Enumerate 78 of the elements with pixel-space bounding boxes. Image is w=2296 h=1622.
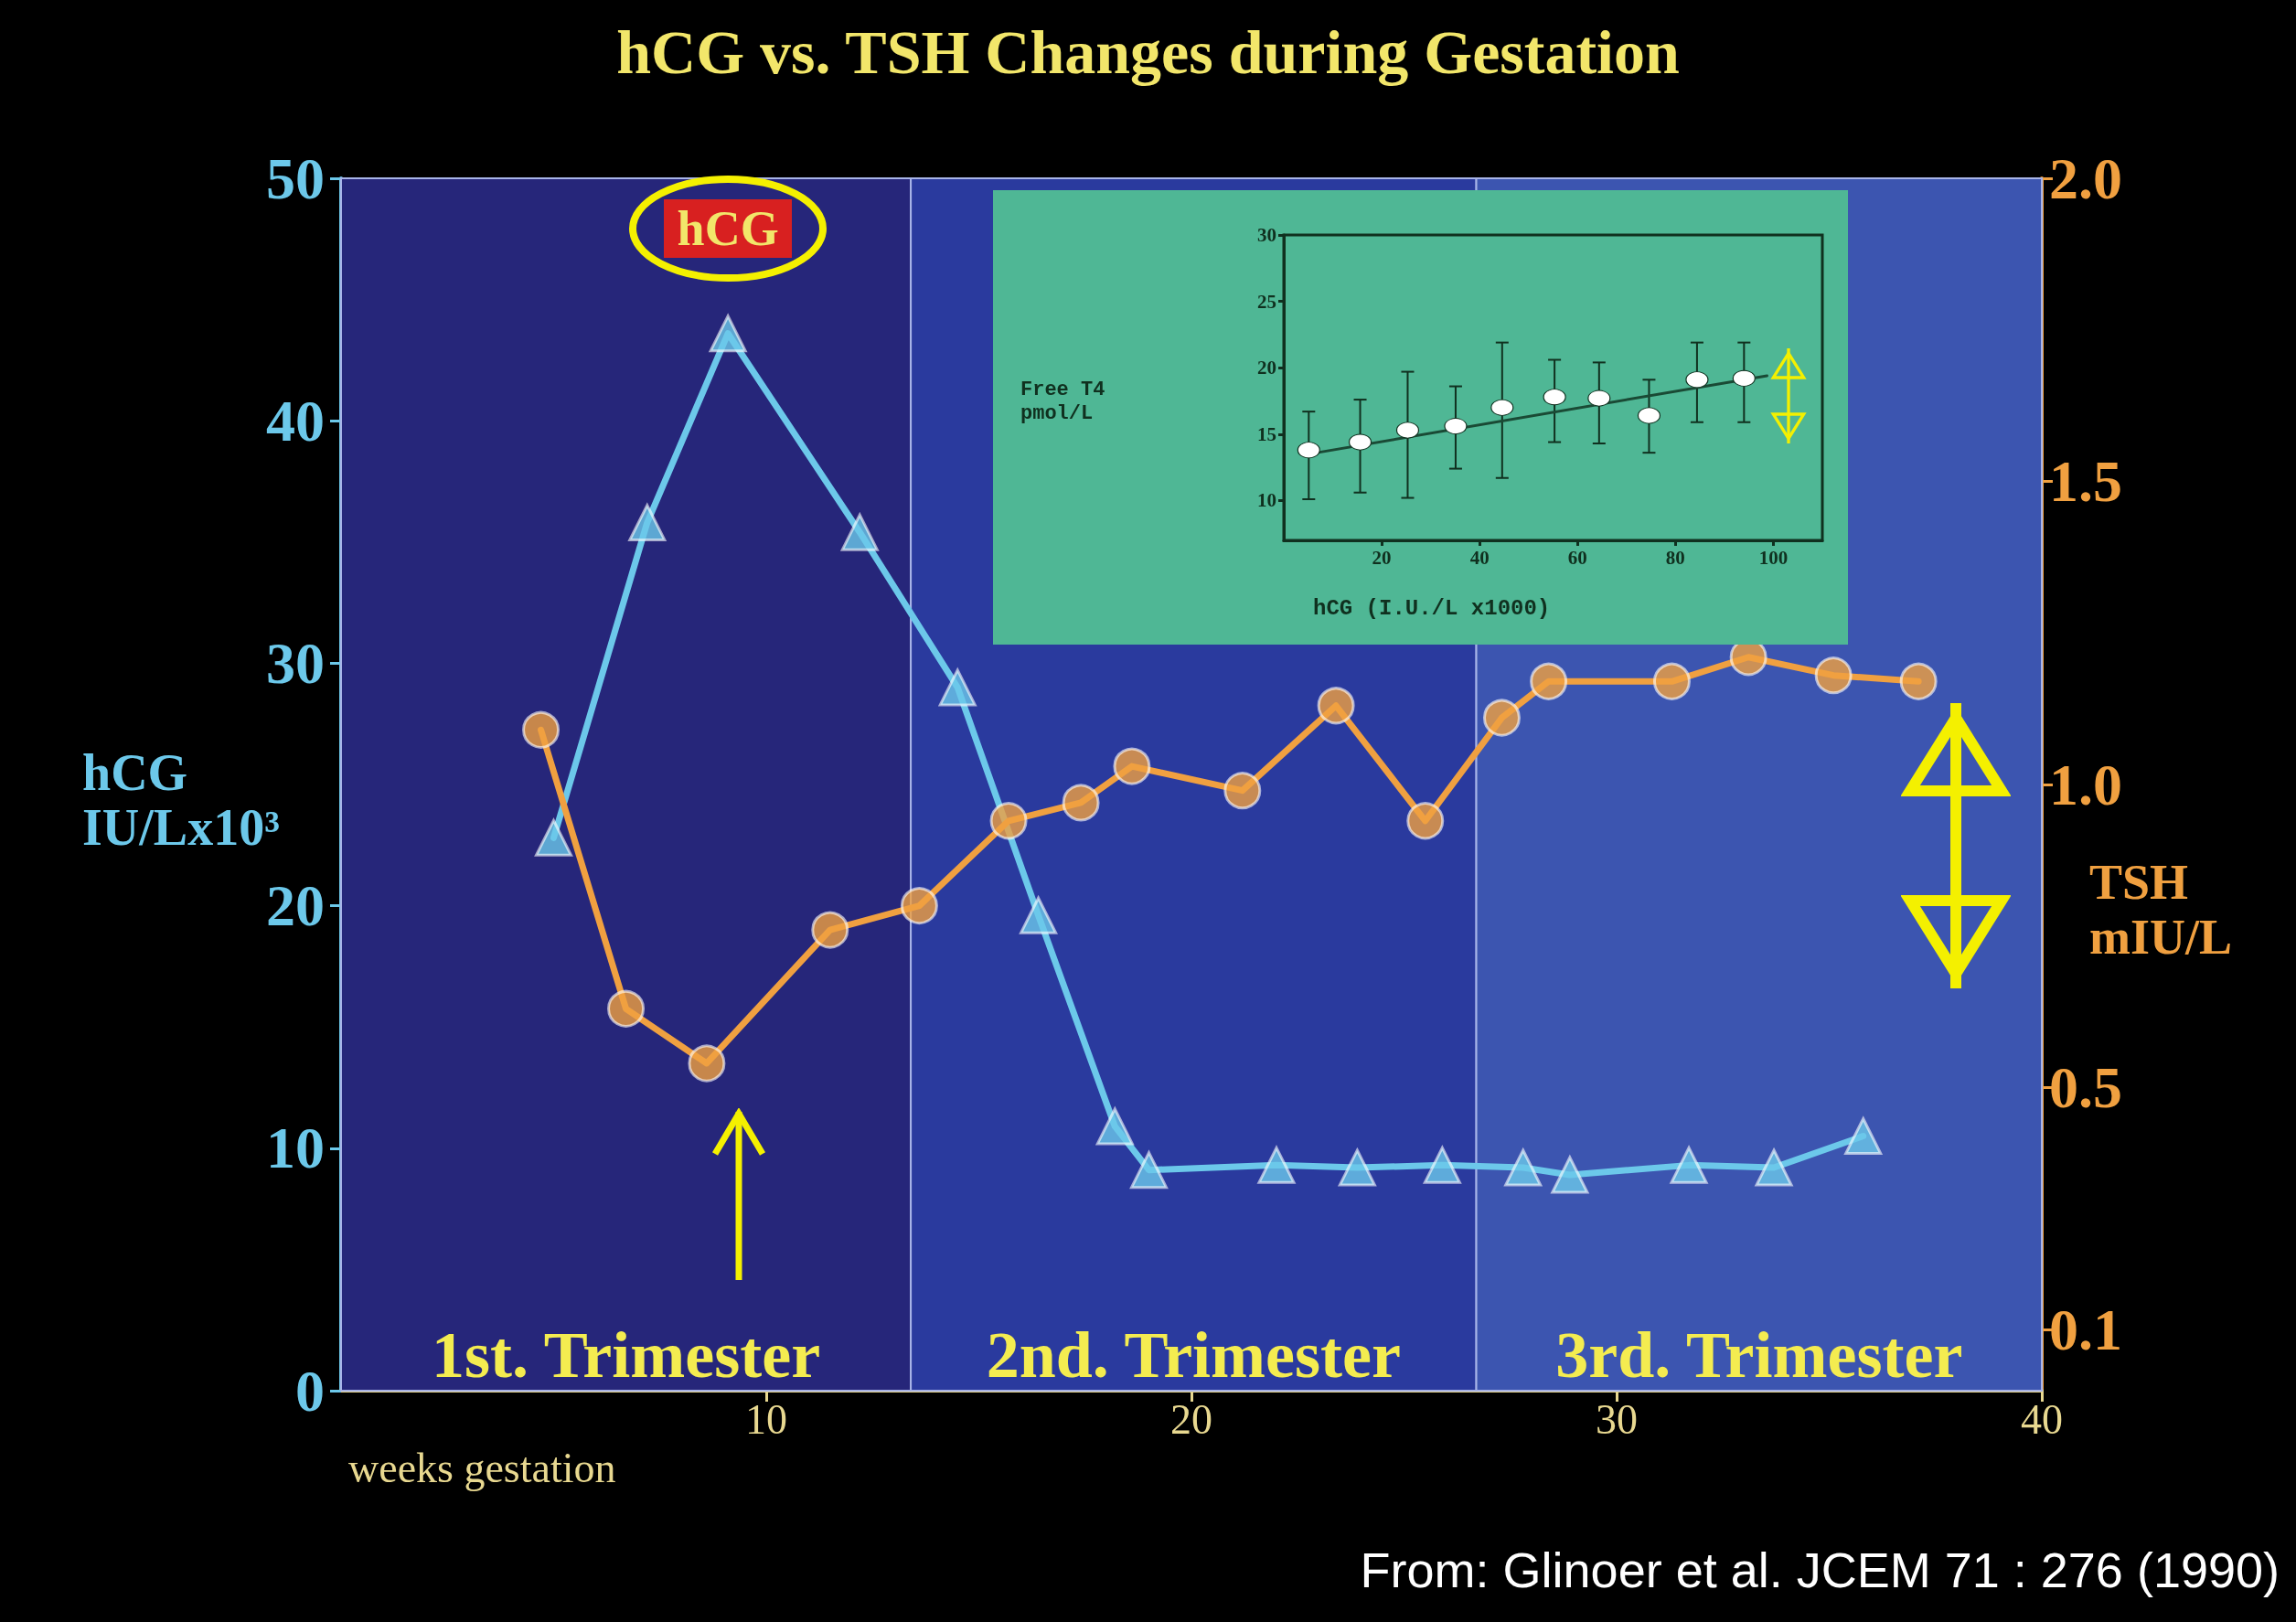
point (1423, 1146, 1461, 1184)
y-tick-label: 20 (266, 873, 325, 939)
point (1395, 422, 1419, 439)
point (1755, 1148, 1793, 1187)
point (1637, 407, 1661, 424)
y-tick-label: 20 (1257, 357, 1276, 379)
y-axis-title: hCG IU/Lx10³ (82, 744, 280, 856)
point (840, 513, 879, 551)
point (811, 911, 849, 949)
y2-tick-label: 0.5 (2049, 1055, 2122, 1120)
y2-axis-title: TSH mIU/L (2089, 855, 2233, 965)
band-label: 1st. Trimester (431, 1318, 821, 1392)
point (1551, 1156, 1589, 1194)
point (1297, 442, 1320, 459)
point (1899, 662, 1938, 700)
point (989, 802, 1028, 840)
point (1062, 784, 1100, 822)
point (1223, 772, 1262, 810)
chart-title: hCG vs. TSH Changes during Gestation (616, 17, 1680, 87)
point (1317, 687, 1355, 725)
point (1490, 399, 1514, 416)
point (1482, 699, 1521, 737)
point (1732, 369, 1756, 387)
point (1530, 662, 1568, 700)
point (1338, 1148, 1376, 1187)
y2-tick-label: 1.0 (2049, 752, 2122, 817)
x-tick-label: 30 (1596, 1395, 1638, 1443)
point (938, 668, 977, 707)
y-tick-label: 15 (1257, 422, 1276, 445)
point (1814, 656, 1853, 695)
y-tick-label: 10 (266, 1115, 325, 1181)
y-tick-label: 0 (295, 1358, 325, 1424)
x-tick-label: 10 (745, 1395, 787, 1443)
x-axis-title: weeks gestation (348, 1444, 616, 1491)
x-tick-label: 40 (1469, 546, 1490, 569)
point (1349, 433, 1372, 451)
x-tick-label: 40 (2021, 1395, 2063, 1443)
y2-tick-label: 2.0 (2049, 145, 2122, 211)
x-axis-title: hCG (I.U./L x1000) (1313, 595, 1551, 621)
point (709, 315, 747, 353)
point (522, 710, 561, 749)
band-label: 2nd. Trimester (986, 1318, 1401, 1392)
x-tick-label: 100 (1758, 546, 1789, 569)
y-tick-label: 30 (1257, 224, 1276, 246)
band-label: 3rd. Trimester (1555, 1318, 1963, 1392)
point (607, 989, 646, 1028)
y-tick-label: 40 (266, 388, 325, 454)
point (1020, 896, 1058, 934)
text: From: Glinoer et al. JCEM 71 : 276 (1990) (1360, 1542, 2280, 1597)
annotation: hCG (664, 198, 793, 258)
point (900, 887, 938, 925)
y2-tick-label: 1.5 (2049, 449, 2122, 514)
y-tick-label: 50 (266, 145, 325, 211)
y-tick-label: 10 (1257, 489, 1276, 512)
point (1113, 747, 1151, 785)
point (1095, 1107, 1134, 1146)
x-tick-label: 60 (1567, 546, 1587, 569)
point (628, 504, 667, 542)
x-tick-label: 20 (1170, 1395, 1212, 1443)
point (1685, 371, 1709, 389)
point (688, 1044, 726, 1083)
y-axis-title: Free T4 pmol/L (1020, 378, 1105, 425)
point (1844, 1117, 1883, 1156)
y2-tick-label: 0.1 (2049, 1297, 2122, 1363)
x-tick-label: 20 (1372, 546, 1392, 569)
point (535, 818, 572, 857)
point (1444, 418, 1468, 435)
y-tick-label: 25 (1257, 290, 1276, 313)
point (1587, 389, 1611, 407)
y-tick-label: 30 (266, 630, 325, 696)
point (1670, 1146, 1708, 1184)
point (1504, 1148, 1543, 1187)
point (1130, 1151, 1168, 1190)
point (1652, 662, 1691, 700)
point (1257, 1146, 1296, 1184)
point (1543, 389, 1566, 406)
point (1406, 802, 1445, 840)
x-tick-label: 80 (1665, 546, 1685, 569)
